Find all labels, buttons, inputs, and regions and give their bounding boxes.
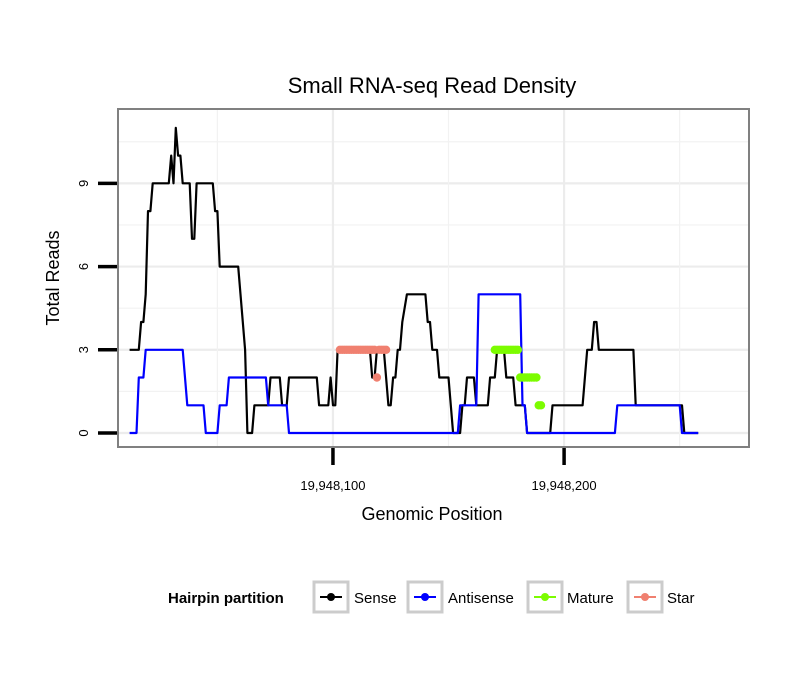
y-tick-label-0: 0 [76, 429, 91, 436]
legend-label-antisense: Antisense [448, 590, 514, 607]
series-line-antisense [129, 293, 699, 435]
star-point-20 [381, 345, 391, 354]
legend-label-sense: Sense [354, 590, 397, 607]
legend-title: Hairpin partition [168, 590, 284, 607]
y-tick-label-1: 3 [76, 346, 91, 353]
mature-point-10 [513, 345, 523, 354]
legend-item-antisense: Antisense [406, 580, 514, 614]
plot-panel-border [117, 108, 750, 448]
plot-panel [118, 109, 749, 447]
legend-key-dot-sense [327, 593, 335, 601]
legend-items: Sense Antisense Mature Star [312, 580, 695, 614]
chart-title: Small RNA-seq Read Density [288, 73, 577, 98]
legend-item-sense: Sense [312, 580, 397, 614]
x-tick-label-1: 19,948,200 [532, 478, 597, 493]
mature-point-20 [536, 401, 546, 410]
legend-item-star: Star [626, 580, 695, 614]
star-point-16 [372, 373, 382, 382]
axes: 0 3 6 9 19,948,100 19,948,200 [76, 180, 597, 493]
series-layer [129, 126, 699, 435]
series-line-sense [129, 126, 699, 435]
legend: Hairpin partition Sense Antisense Mature St… [168, 580, 695, 614]
legend-label-mature: Mature [567, 590, 614, 607]
x-tick-label-0: 19,948,100 [300, 478, 365, 493]
mature-point-18 [532, 373, 541, 382]
y-axis-title: Total Reads [43, 230, 63, 325]
grid-lines [118, 109, 749, 447]
legend-key-box-mature [526, 580, 564, 614]
legend-key-dot-mature [541, 593, 549, 601]
legend-label-star: Star [667, 590, 695, 607]
x-axis-title: Genomic Position [361, 504, 502, 524]
series-star-points [335, 345, 391, 382]
y-tick-label-2: 6 [76, 263, 91, 270]
legend-item-mature: Mature [526, 580, 614, 614]
y-tick-label-3: 9 [76, 180, 91, 187]
legend-key-dot-star [641, 593, 649, 601]
series-mature-points [490, 345, 546, 410]
legend-key-dot-antisense [421, 593, 429, 601]
